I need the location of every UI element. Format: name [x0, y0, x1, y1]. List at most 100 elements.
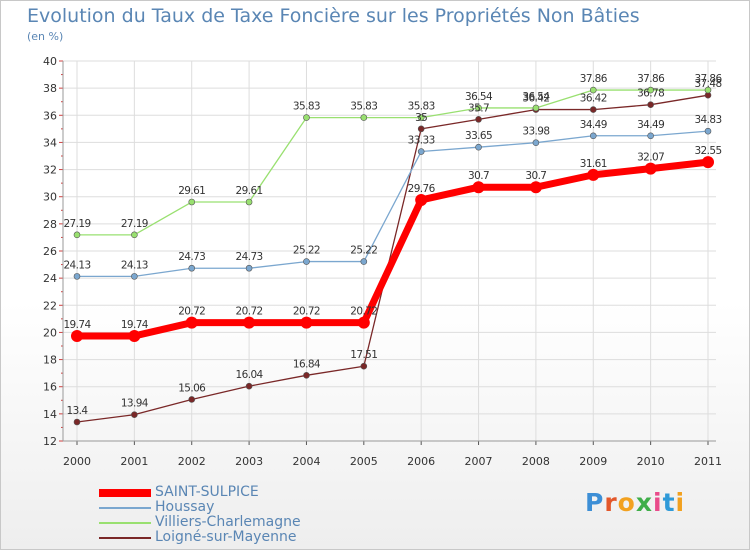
- legend-label: Houssay: [155, 499, 215, 515]
- y-axis-unit: (en %): [27, 30, 64, 43]
- series-point-0: [71, 329, 83, 342]
- data-label: 32.55: [694, 145, 721, 157]
- data-label: 27.19: [121, 218, 148, 230]
- axes: [59, 60, 716, 445]
- y-tick-label: 38: [43, 82, 57, 95]
- series-point-2: [73, 231, 81, 239]
- x-tick-label: 2006: [407, 455, 435, 468]
- series-point-0: [529, 181, 542, 194]
- data-label: 35.83: [293, 101, 320, 113]
- series-point-3: [475, 116, 482, 123]
- data-label: 35.83: [350, 101, 377, 113]
- series-point-1: [245, 264, 253, 272]
- series-point-3: [73, 418, 81, 426]
- series-point-0: [300, 316, 313, 329]
- series-point-2: [589, 86, 597, 94]
- grid-lines: [63, 60, 716, 442]
- series-point-3: [647, 101, 654, 108]
- logo-letter: i: [653, 488, 663, 517]
- series-point-1: [73, 273, 81, 280]
- series-point-0: [644, 162, 657, 175]
- data-label: 29.76: [408, 183, 436, 195]
- data-label: 17.51: [350, 349, 377, 361]
- series-point-0: [128, 329, 141, 342]
- series-point-2: [245, 198, 253, 206]
- series-point-1: [475, 143, 482, 151]
- data-label: 34.49: [580, 119, 607, 131]
- series-point-1: [131, 273, 138, 280]
- data-label: 34.49: [637, 119, 664, 131]
- y-tick-label: 36: [43, 109, 57, 122]
- series-point-2: [188, 198, 196, 206]
- series-line-3: [76, 94, 709, 423]
- data-label: 37.86: [637, 73, 665, 85]
- data-label: 29.61: [178, 185, 205, 197]
- series-line-0: [73, 158, 712, 340]
- data-label: 20.72: [350, 306, 377, 318]
- data-label: 20.72: [236, 306, 263, 318]
- data-label: 32.07: [637, 152, 664, 164]
- data-label: 25.22: [293, 245, 320, 257]
- data-label: 25.22: [350, 245, 377, 257]
- x-tick-label: 2004: [292, 455, 320, 468]
- series-point-3: [417, 125, 425, 133]
- series-point-3: [360, 362, 368, 370]
- x-tick-label: 2000: [63, 455, 91, 468]
- series-point-2: [131, 231, 138, 239]
- series-point-2: [647, 86, 654, 94]
- data-label: 19.74: [63, 319, 91, 331]
- data-label: 33.33: [408, 135, 435, 147]
- logo-letter: t: [662, 488, 676, 517]
- series-point-2: [532, 104, 540, 112]
- logo-letter: x: [635, 488, 653, 517]
- data-label: 36.78: [637, 88, 664, 100]
- logo-letter: r: [604, 488, 618, 517]
- series-point-3: [131, 411, 138, 418]
- series-point-0: [357, 316, 370, 329]
- series-point-0: [243, 316, 256, 329]
- y-tick-label: 30: [43, 191, 57, 204]
- series-point-0: [415, 193, 428, 206]
- series-point-3: [303, 372, 310, 379]
- series-point-0: [587, 168, 600, 181]
- data-label: 24.73: [236, 251, 263, 263]
- y-tick-label: 28: [43, 218, 57, 231]
- series-lines: [71, 86, 714, 426]
- series-point-1: [360, 258, 368, 265]
- x-tick-label: 2011: [694, 455, 722, 468]
- series-point-2: [475, 104, 482, 112]
- series-point-2: [704, 86, 712, 94]
- data-label: 37.86: [694, 73, 722, 85]
- series-point-0: [702, 156, 714, 169]
- legend: SAINT-SULPICE Houssay Villiers-Charlemagne…: [99, 484, 359, 545]
- series-point-0: [472, 181, 485, 194]
- series-point-1: [532, 139, 540, 146]
- legend-swatch: [99, 507, 151, 509]
- data-label: 36.42: [580, 93, 607, 105]
- x-tick-labels: 2000 2001 2002 2003 2004 2005 2006 2007 2008 2009…: [63, 455, 722, 468]
- y-tick-label: 20: [43, 326, 57, 339]
- series-point-1: [589, 132, 597, 140]
- data-label: 35: [415, 112, 427, 124]
- data-label: 24.13: [121, 259, 148, 271]
- data-label: 33.65: [465, 130, 492, 142]
- legend-item: Loigné-sur-Mayenne: [99, 529, 359, 545]
- y-tick-label: 16: [43, 381, 57, 394]
- data-label: 27.19: [63, 218, 90, 230]
- legend-item: Houssay: [99, 499, 359, 515]
- legend-label: SAINT-SULPICE: [155, 484, 259, 500]
- x-tick-label: 2008: [522, 455, 550, 468]
- data-label: 36.42: [522, 93, 549, 105]
- series-line-1: [76, 130, 709, 278]
- data-label: 16.04: [236, 369, 264, 381]
- data-label: 36.54: [522, 91, 550, 103]
- legend-swatch: [99, 489, 151, 497]
- data-label: 20.72: [178, 306, 205, 318]
- series-point-1: [647, 132, 654, 140]
- logo-letter: i: [675, 488, 686, 517]
- legend-item: SAINT-SULPICE: [99, 484, 359, 500]
- data-label: 37.86: [580, 73, 608, 85]
- series-point-3: [245, 382, 253, 390]
